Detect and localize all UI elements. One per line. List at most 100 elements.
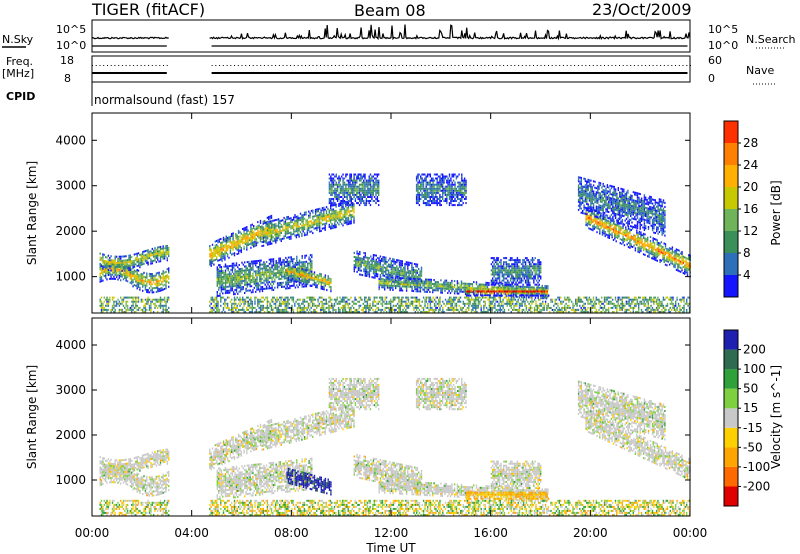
power-cell [527,286,530,289]
power-cell [408,276,410,279]
power-cell [478,290,480,293]
power-cell [537,286,539,289]
power-cell [408,263,410,266]
power-cell [268,222,270,225]
power-cell [485,294,487,297]
power-cell [675,256,678,259]
power-cell [416,290,419,293]
power-cell [409,276,412,279]
power-cell [146,257,148,260]
power-cell [595,195,598,198]
nave-dot [589,65,591,66]
power-cell [615,228,617,230]
power-cell [220,278,223,281]
power-cell [364,270,366,273]
power-cell [419,288,422,291]
power-cell [392,274,394,277]
power-cell [280,232,282,234]
power-cell [259,269,261,272]
power-cell [218,280,220,283]
power-cell [281,273,283,276]
power-cell [136,252,138,255]
power-cell [494,259,497,262]
power-cell [220,244,222,247]
power-cell [99,268,101,271]
power-cell [276,224,278,227]
nave-dot [559,65,561,66]
power-cell [500,263,502,266]
power-cell [425,278,427,281]
power-cell [254,228,256,231]
power-cell [272,272,275,275]
power-cell [537,296,539,299]
power-cell [302,261,305,264]
power-cell [278,257,280,260]
power-cell [503,286,505,289]
power-cell [519,261,521,264]
power-cell [227,273,229,276]
power-cell [316,224,318,227]
power-cell [476,294,479,297]
power-cell [496,263,498,266]
power-cell [139,258,141,260]
power-cell [372,260,375,263]
power-cell [144,284,147,287]
power-cell [271,280,273,283]
power-cell [103,253,105,256]
power-cell [133,284,136,286]
power-cell [295,272,298,275]
power-cell [544,287,546,290]
power-cell [111,269,114,272]
power-cell [109,261,111,264]
power-cell [420,268,423,271]
power-cell [662,256,664,259]
power-cell [267,271,269,274]
power-cell [331,212,333,215]
power-cell [463,288,465,291]
power-cell [585,215,587,218]
power-cell [118,270,121,273]
power-cell [168,249,170,251]
power-cell [269,215,271,218]
power-cell [139,262,141,265]
power-cell [319,220,321,223]
power-cell [248,263,250,265]
power-cell [393,285,395,287]
power-cell [320,283,322,286]
power-cell [504,257,506,260]
power-cell [118,268,121,271]
power-cell [303,228,306,231]
power-cell [522,279,524,282]
power-cell [142,277,144,280]
nave-dot [604,65,605,66]
power-cell [220,280,223,283]
power-cell [386,282,389,285]
power-cell [214,250,216,253]
power-cell [655,250,657,253]
power-cell [401,277,404,280]
power-cell [302,280,305,283]
power-cell [331,225,333,228]
nave-dot [349,65,351,66]
power-cell [228,246,230,249]
power-cell [379,265,382,268]
power-cell [246,236,248,239]
power-cell [586,209,588,212]
power-cell [530,269,532,272]
power-cell [512,293,515,296]
power-cell [218,276,220,279]
power-cell [294,270,296,273]
power-cell [262,244,265,247]
power-cell [262,240,265,243]
power-cell [591,206,593,209]
power-cell [497,282,500,285]
power-cell [272,225,274,228]
power-cell [409,270,412,273]
power-cell [338,219,340,222]
power-cell [469,285,471,287]
power-cell [295,278,298,281]
power-cell [376,257,379,259]
power-cell [527,283,530,286]
power-cell [586,184,588,187]
power-cell [460,284,463,287]
